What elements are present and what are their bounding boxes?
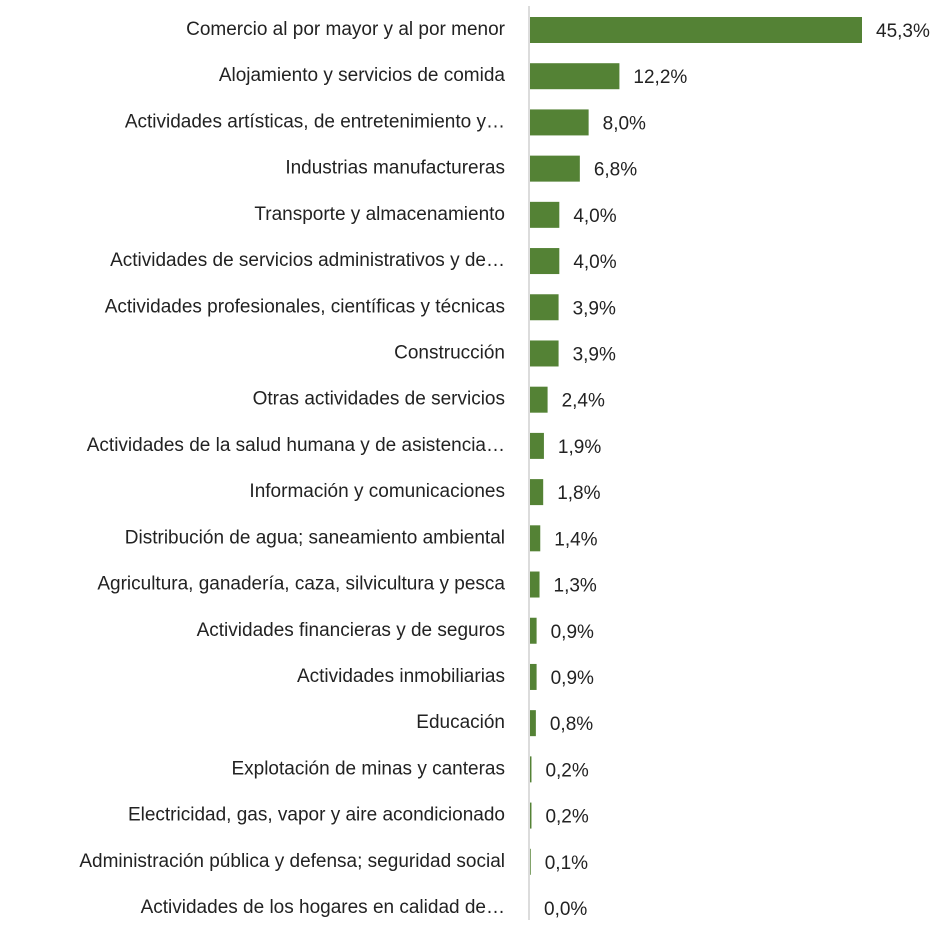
data-label: 6,8% [594, 160, 637, 181]
data-label: 4,0% [573, 252, 616, 273]
data-label: 0,0% [544, 899, 587, 920]
category-label: Agricultura, ganadería, caza, silvicultu… [97, 574, 505, 595]
category-label: Actividades financieras y de seguros [197, 620, 505, 641]
category-label: Actividades de la salud humana y de asis… [87, 435, 505, 456]
bar [530, 479, 544, 506]
data-label: 0,8% [550, 714, 593, 735]
data-label: 0,1% [545, 853, 588, 874]
category-label: Educación [416, 712, 505, 733]
category-label: Transporte y almacenamiento [254, 204, 505, 225]
category-label: Distribución de agua; saneamiento ambien… [125, 527, 505, 548]
bar [530, 571, 540, 598]
data-label: 8,0% [603, 113, 646, 134]
bar [530, 710, 536, 737]
category-label: Industrias manufactureras [285, 158, 505, 179]
bar [530, 109, 589, 136]
bar [530, 663, 537, 690]
data-label: 0,9% [551, 622, 594, 643]
data-label: 1,4% [554, 529, 597, 550]
data-label: 0,2% [545, 760, 588, 781]
bar [530, 802, 532, 829]
bar [530, 294, 559, 321]
data-label: 0,2% [545, 807, 588, 828]
category-label: Alojamiento y servicios de comida [219, 65, 506, 86]
category-label: Electricidad, gas, vapor y aire acondici… [128, 805, 505, 826]
category-label: Actividades de servicios administrativos… [110, 250, 505, 271]
data-label: 4,0% [573, 206, 616, 227]
bar [530, 432, 544, 459]
bar [530, 248, 560, 275]
bar [530, 63, 620, 90]
category-label: Administración pública y defensa; seguri… [79, 851, 505, 872]
data-label: 3,9% [573, 344, 616, 365]
data-label: 12,2% [633, 67, 687, 88]
bar [530, 386, 548, 413]
bar [530, 201, 560, 228]
category-label: Actividades de los hogares en calidad de… [141, 897, 505, 918]
category-label: Comercio al por mayor y al por menor [186, 19, 506, 40]
data-label: 0,9% [551, 668, 594, 689]
data-label: 45,3% [876, 21, 930, 42]
category-label: Otras actividades de servicios [253, 389, 505, 410]
bar [530, 525, 541, 552]
data-label: 1,8% [557, 483, 600, 504]
category-label: Actividades artísticas, de entretenimien… [125, 111, 505, 132]
category-label: Explotación de minas y canteras [231, 758, 505, 779]
bar [530, 17, 862, 43]
data-label: 3,9% [573, 298, 616, 319]
bar [530, 756, 532, 783]
bar [530, 848, 531, 875]
category-label: Actividades inmobiliarias [297, 666, 505, 687]
category-label: Actividades profesionales, científicas y… [105, 296, 505, 317]
category-label: Información y comunicaciones [249, 481, 505, 502]
bar [530, 155, 580, 182]
data-label: 2,4% [562, 391, 605, 412]
bar [530, 340, 559, 367]
category-label: Construcción [394, 342, 505, 363]
data-label: 1,9% [558, 437, 601, 458]
data-label: 1,3% [554, 576, 597, 597]
bar [530, 617, 537, 644]
